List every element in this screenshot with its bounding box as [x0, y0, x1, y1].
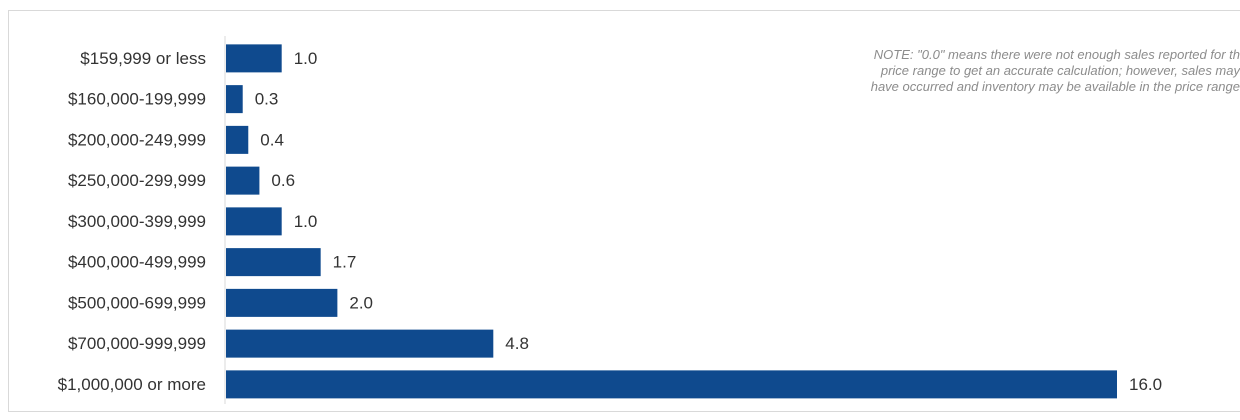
bar: [226, 248, 321, 277]
bar: [226, 44, 282, 73]
category-label: $160,000-199,999: [68, 90, 206, 109]
category-label: $700,000-999,999: [68, 334, 206, 353]
value-label: 1.0: [294, 49, 318, 68]
note-text: NOTE: "0.0" means there were not enough …: [680, 47, 1240, 95]
value-label: 0.6: [271, 171, 295, 190]
value-label: 2.0: [349, 293, 373, 312]
category-label: $200,000-249,999: [68, 130, 206, 149]
bar: [226, 166, 260, 195]
bar: [226, 370, 1117, 399]
bar: [226, 329, 494, 358]
category-label: $159,999 or less: [80, 49, 206, 68]
value-label: 0.4: [260, 130, 284, 149]
bar: [226, 207, 282, 236]
value-label: 0.3: [255, 90, 279, 109]
note-line-3: have occurred and inventory may be avail…: [870, 79, 1240, 94]
category-label: $500,000-699,999: [68, 293, 206, 312]
bar: [226, 85, 243, 114]
note-line-2: price range to get an accurate calculati…: [880, 63, 1240, 78]
bar: [226, 288, 338, 317]
value-label: 16.0: [1129, 375, 1162, 394]
bars-group: $159,999 or less 1.0 $160,000-199,999 0.3 $2…: [58, 44, 1162, 399]
chart-frame: [8, 10, 1240, 412]
value-label: 4.8: [505, 334, 529, 353]
category-label: $300,000-399,999: [68, 212, 206, 231]
bar: [226, 125, 249, 154]
value-label: 1.0: [294, 212, 318, 231]
category-label: $1,000,000 or more: [58, 375, 206, 394]
category-label: $400,000-499,999: [68, 253, 206, 272]
category-label: $250,000-299,999: [68, 171, 206, 190]
note-line-1: NOTE: "0.0" means there were not enough …: [873, 47, 1240, 62]
value-label: 1.7: [333, 253, 357, 272]
